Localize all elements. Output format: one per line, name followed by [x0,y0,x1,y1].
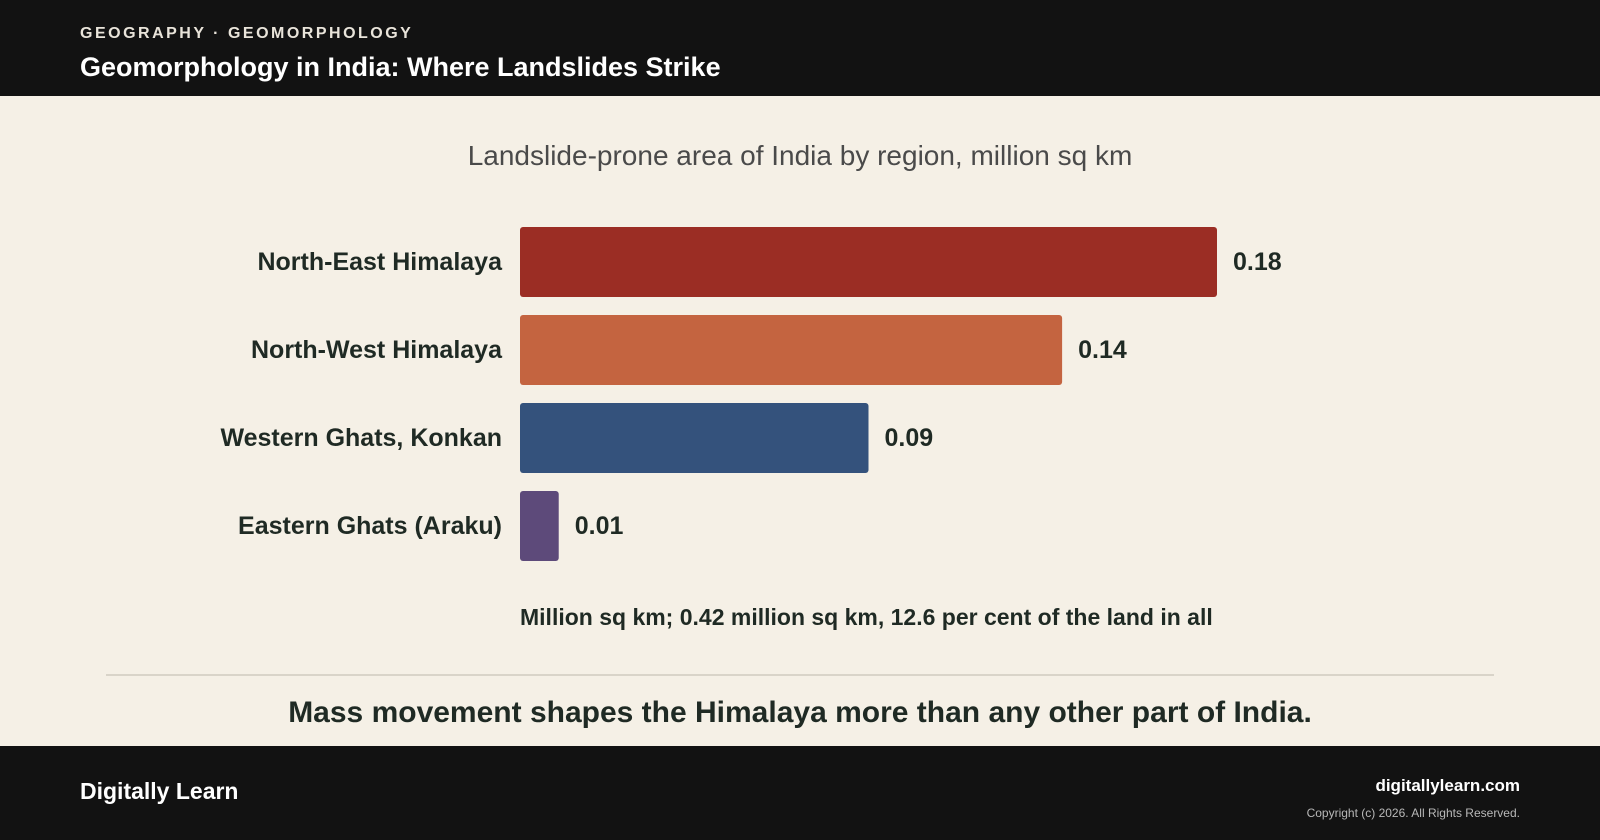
value-label: 0.01 [575,512,624,540]
value-label: 0.09 [885,424,934,452]
bar [520,403,869,473]
bar [520,491,559,561]
divider [106,674,1494,676]
site-link[interactable]: digitallylearn.com [1375,776,1520,795]
chart-title: Landslide-prone area of India by region,… [467,140,1133,171]
footer-bar: Digitally Learn digitallylearn.com Copyr… [0,746,1600,840]
category-label: Eastern Ghats (Araku) [238,512,502,540]
copyright-text: Copyright (c) 2026. All Rights Reserved. [1306,806,1520,820]
value-label: 0.18 [1233,248,1282,276]
section-kicker: GEOGRAPHY · GEOMORPHOLOGY [80,25,414,42]
bar-chart: North-East Himalaya 0.18 North-West Himala… [220,227,1282,561]
bar [520,227,1217,297]
header-bar: GEOGRAPHY · GEOMORPHOLOGY Geomorphology … [0,0,1600,96]
bar [520,315,1063,385]
takeaway-text: Mass movement shapes the Himalaya more t… [288,696,1312,729]
value-label: 0.14 [1078,336,1127,364]
brand-name: Digitally Learn [80,778,239,804]
category-label: North-East Himalaya [257,248,503,276]
category-label: North-West Himalaya [251,336,503,364]
category-label: Western Ghats, Konkan [220,424,502,452]
chart-note: Million sq km; 0.42 million sq km, 12.6 … [520,604,1213,630]
page-title: Geomorphology in India: Where Landslides… [80,52,721,82]
